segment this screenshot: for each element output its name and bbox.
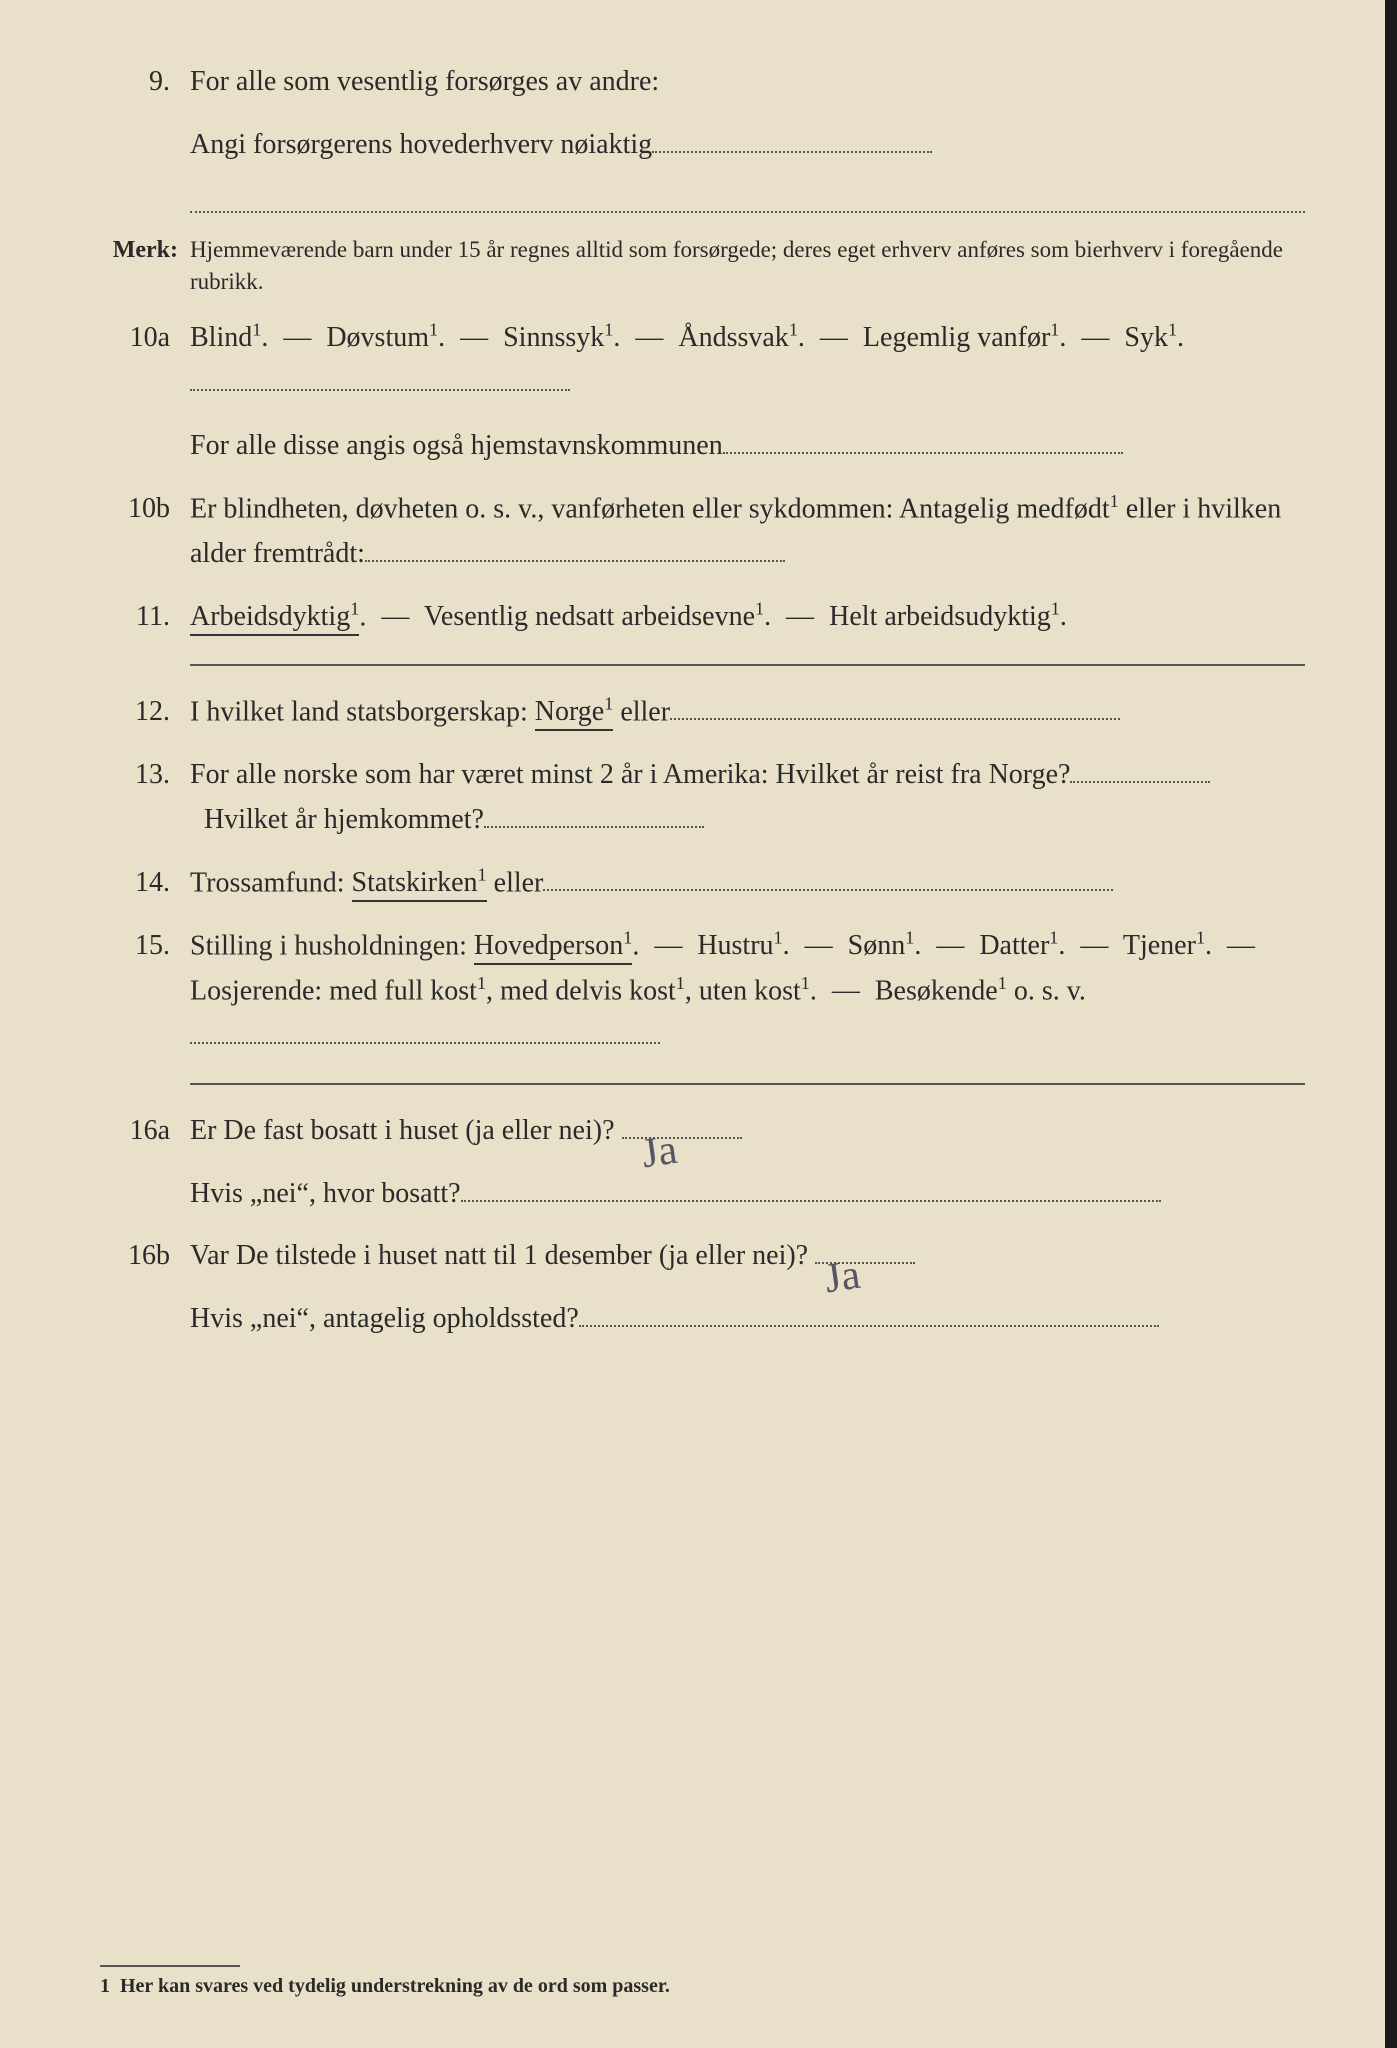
q10b-content: Er blindheten, døvheten o. s. v., vanfør… [190,487,1305,577]
question-9: 9. For alle som vesentlig forsørges av a… [100,60,1305,213]
q16b-text1: Var De tilstede i huset natt til 1 desem… [190,1240,808,1271]
q15-text2: Losjerende: med full kost [190,975,477,1006]
question-15: 15. Stilling i husholdningen: Hovedperso… [100,924,1305,1059]
document-page: 9. For alle som vesentlig forsørges av a… [0,0,1397,2048]
q9-content: For alle som vesentlig forsørges av andr… [190,60,1305,213]
q15-text4: , uten kost [685,975,801,1006]
q13-text2: Hvilket år hjemkommet? [204,804,484,835]
q13-text1: For alle norske som har været minst 2 år… [190,759,1070,790]
blank-line [461,1200,1161,1202]
question-11: 11. Arbeidsdyktig1. — Vesentlig nedsatt … [100,595,1305,640]
q16b-line2-wrap: Hvis „nei“, antagelig opholdssted? [190,1297,1305,1342]
divider [190,664,1305,666]
q16a-number: 16a [100,1109,190,1154]
answer-field: Ja [815,1262,915,1264]
q14-text1: Trossamfund: [190,867,352,898]
q12-text2: eller [620,696,670,727]
q10a-line2-wrap: For alle disse angis også hjemstavnskomm… [190,424,1305,469]
blank-line [670,718,1120,720]
q10a-number: 10a [100,316,190,361]
blank-line [543,889,1113,891]
footnote: 1 Her kan svares ved tydelig understrekn… [100,1955,1317,1998]
q13-number: 13. [100,753,190,798]
opt-andssvak: Åndssvak1. [678,322,805,353]
q9-line2-wrap: Angi forsørgerens hovederhverv nøiaktig [190,123,1305,168]
q16a-text2: Hvis „nei“, hvor bosatt? [190,1178,461,1209]
opt-dovstum: Døvstum1. [326,322,445,353]
q11-number: 11. [100,595,190,640]
question-13: 13. For alle norske som har været minst … [100,753,1305,843]
answer-field: Ja [622,1137,742,1139]
q15-underlined: Hovedperson1 [474,930,632,965]
q12-underlined: Norge1 [535,696,614,731]
q14-underlined: Statskirken1 [352,867,487,902]
q16a-line2-wrap: Hvis „nei“, hvor bosatt? [190,1172,1305,1217]
q11-content: Arbeidsdyktig1. — Vesentlig nedsatt arbe… [190,595,1305,640]
blank-line [652,151,932,153]
opt-hustru: Hustru1. [697,930,789,961]
opt-legemlig: Legemlig vanfør1. [863,322,1066,353]
blank-line [365,560,785,562]
q14-text2: eller [494,867,544,898]
blank-line [579,1325,1159,1327]
q15-text1: Stilling i husholdningen: [190,930,474,961]
q9-line1: For alle som vesentlig forsørges av andr… [190,60,1305,105]
question-10b: 10b Er blindheten, døvheten o. s. v., va… [100,487,1305,577]
q16b-content: Var De tilstede i huset natt til 1 desem… [190,1234,1305,1342]
opt-syk: Syk1. [1124,322,1184,353]
q10a-content: Blind1. — Døvstum1. — Sinnssyk1. — Åndss… [190,316,1305,469]
q10b-text1: Er blindheten, døvheten o. s. v., vanfør… [190,493,1110,524]
q15-text6: o. s. v. [1014,975,1086,1006]
divider [190,1083,1305,1085]
q10a-line2: For alle disse angis også hjemstavnskomm… [190,430,723,461]
question-12: 12. I hvilket land statsborgerskap: Norg… [100,690,1305,735]
q12-content: I hvilket land statsborgerskap: Norge1 e… [190,690,1305,735]
blank-line [190,1042,660,1044]
q16a-text1: Er De fast bosatt i huset (ja eller nei)… [190,1115,615,1146]
footnote-rule [100,1965,240,1967]
opt-udyktig: Helt arbeidsudyktig1. [829,601,1067,632]
opt-datter: Datter1. [979,930,1065,961]
q14-number: 14. [100,861,190,906]
q9-line2: Angi forsørgerens hovederhverv nøiaktig [190,129,652,160]
question-16a: 16a Er De fast bosatt i huset (ja eller … [100,1109,1305,1217]
q15-content: Stilling i husholdningen: Hovedperson1. … [190,924,1305,1059]
blank-line [190,174,1305,213]
merk-label: Merk: [100,231,190,269]
opt-tjener: Tjener1. [1123,930,1212,961]
blank-line [484,826,704,828]
footnote-marker: 1 [100,1975,110,1997]
question-16b: 16b Var De tilstede i huset natt til 1 d… [100,1234,1305,1342]
opt-blind: Blind1. [190,322,268,353]
q15-text3: , med delvis kost [486,975,676,1006]
q14-content: Trossamfund: Statskirken1 eller [190,861,1305,906]
footnote-text: Her kan svares ved tydelig understreknin… [120,1975,670,1997]
blank-line [1070,781,1210,783]
opt-nedsatt: Vesentlig nedsatt arbeidsevne1. [424,601,771,632]
q12-number: 12. [100,690,190,735]
question-10a: 10a Blind1. — Døvstum1. — Sinnssyk1. — Å… [100,316,1305,469]
question-14: 14. Trossamfund: Statskirken1 eller [100,861,1305,906]
q10b-number: 10b [100,487,190,532]
q15-text5: Besøkende [875,975,998,1006]
blank-line [190,389,570,391]
opt-arbeidsdyktig: Arbeidsdyktig1 [190,601,359,636]
q9-number: 9. [100,60,190,105]
q12-text1: I hvilket land statsborgerskap: [190,696,535,727]
q13-content: For alle norske som har været minst 2 år… [190,753,1305,843]
blank-line [723,452,1123,454]
opt-sonn: Sønn1. [848,930,922,961]
q16b-number: 16b [100,1234,190,1279]
q16a-content: Er De fast bosatt i huset (ja eller nei)… [190,1109,1305,1217]
q16b-text2: Hvis „nei“, antagelig opholdssted? [190,1303,579,1334]
q15-number: 15. [100,924,190,969]
merk-text: Hjemmeværende barn under 15 år regnes al… [190,234,1305,298]
note-merk: Merk: Hjemmeværende barn under 15 år reg… [100,231,1305,298]
opt-sinnssyk: Sinnssyk1. [503,322,620,353]
